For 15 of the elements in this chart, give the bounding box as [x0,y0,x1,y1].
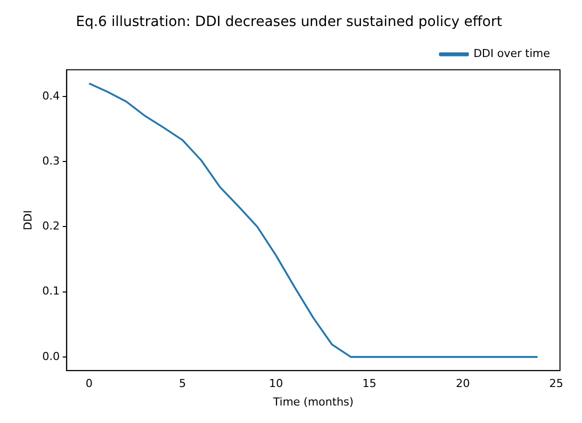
x-axis-title: Time (months) [272,395,354,408]
x-tick-label: 25 [549,377,564,390]
x-tick-label: 15 [362,377,376,390]
y-tick-label: 0.2 [42,220,60,233]
y-tick-label: 0.1 [42,284,60,298]
x-tick-label: 5 [179,377,186,390]
chart-title: Eq.6 illustration: DDI decreases under sustained policy effort [76,14,503,30]
y-tick-label: 0.3 [42,154,60,168]
y-axis-title: DDI [21,210,34,230]
x-tick-label: 10 [268,377,283,390]
y-tick-label: 0.0 [42,350,60,363]
x-tick-label: 0 [86,377,93,390]
legend-label: DDI over time [473,47,550,60]
y-tick-label: 0.4 [42,89,60,102]
x-tick-label: 20 [456,377,470,390]
